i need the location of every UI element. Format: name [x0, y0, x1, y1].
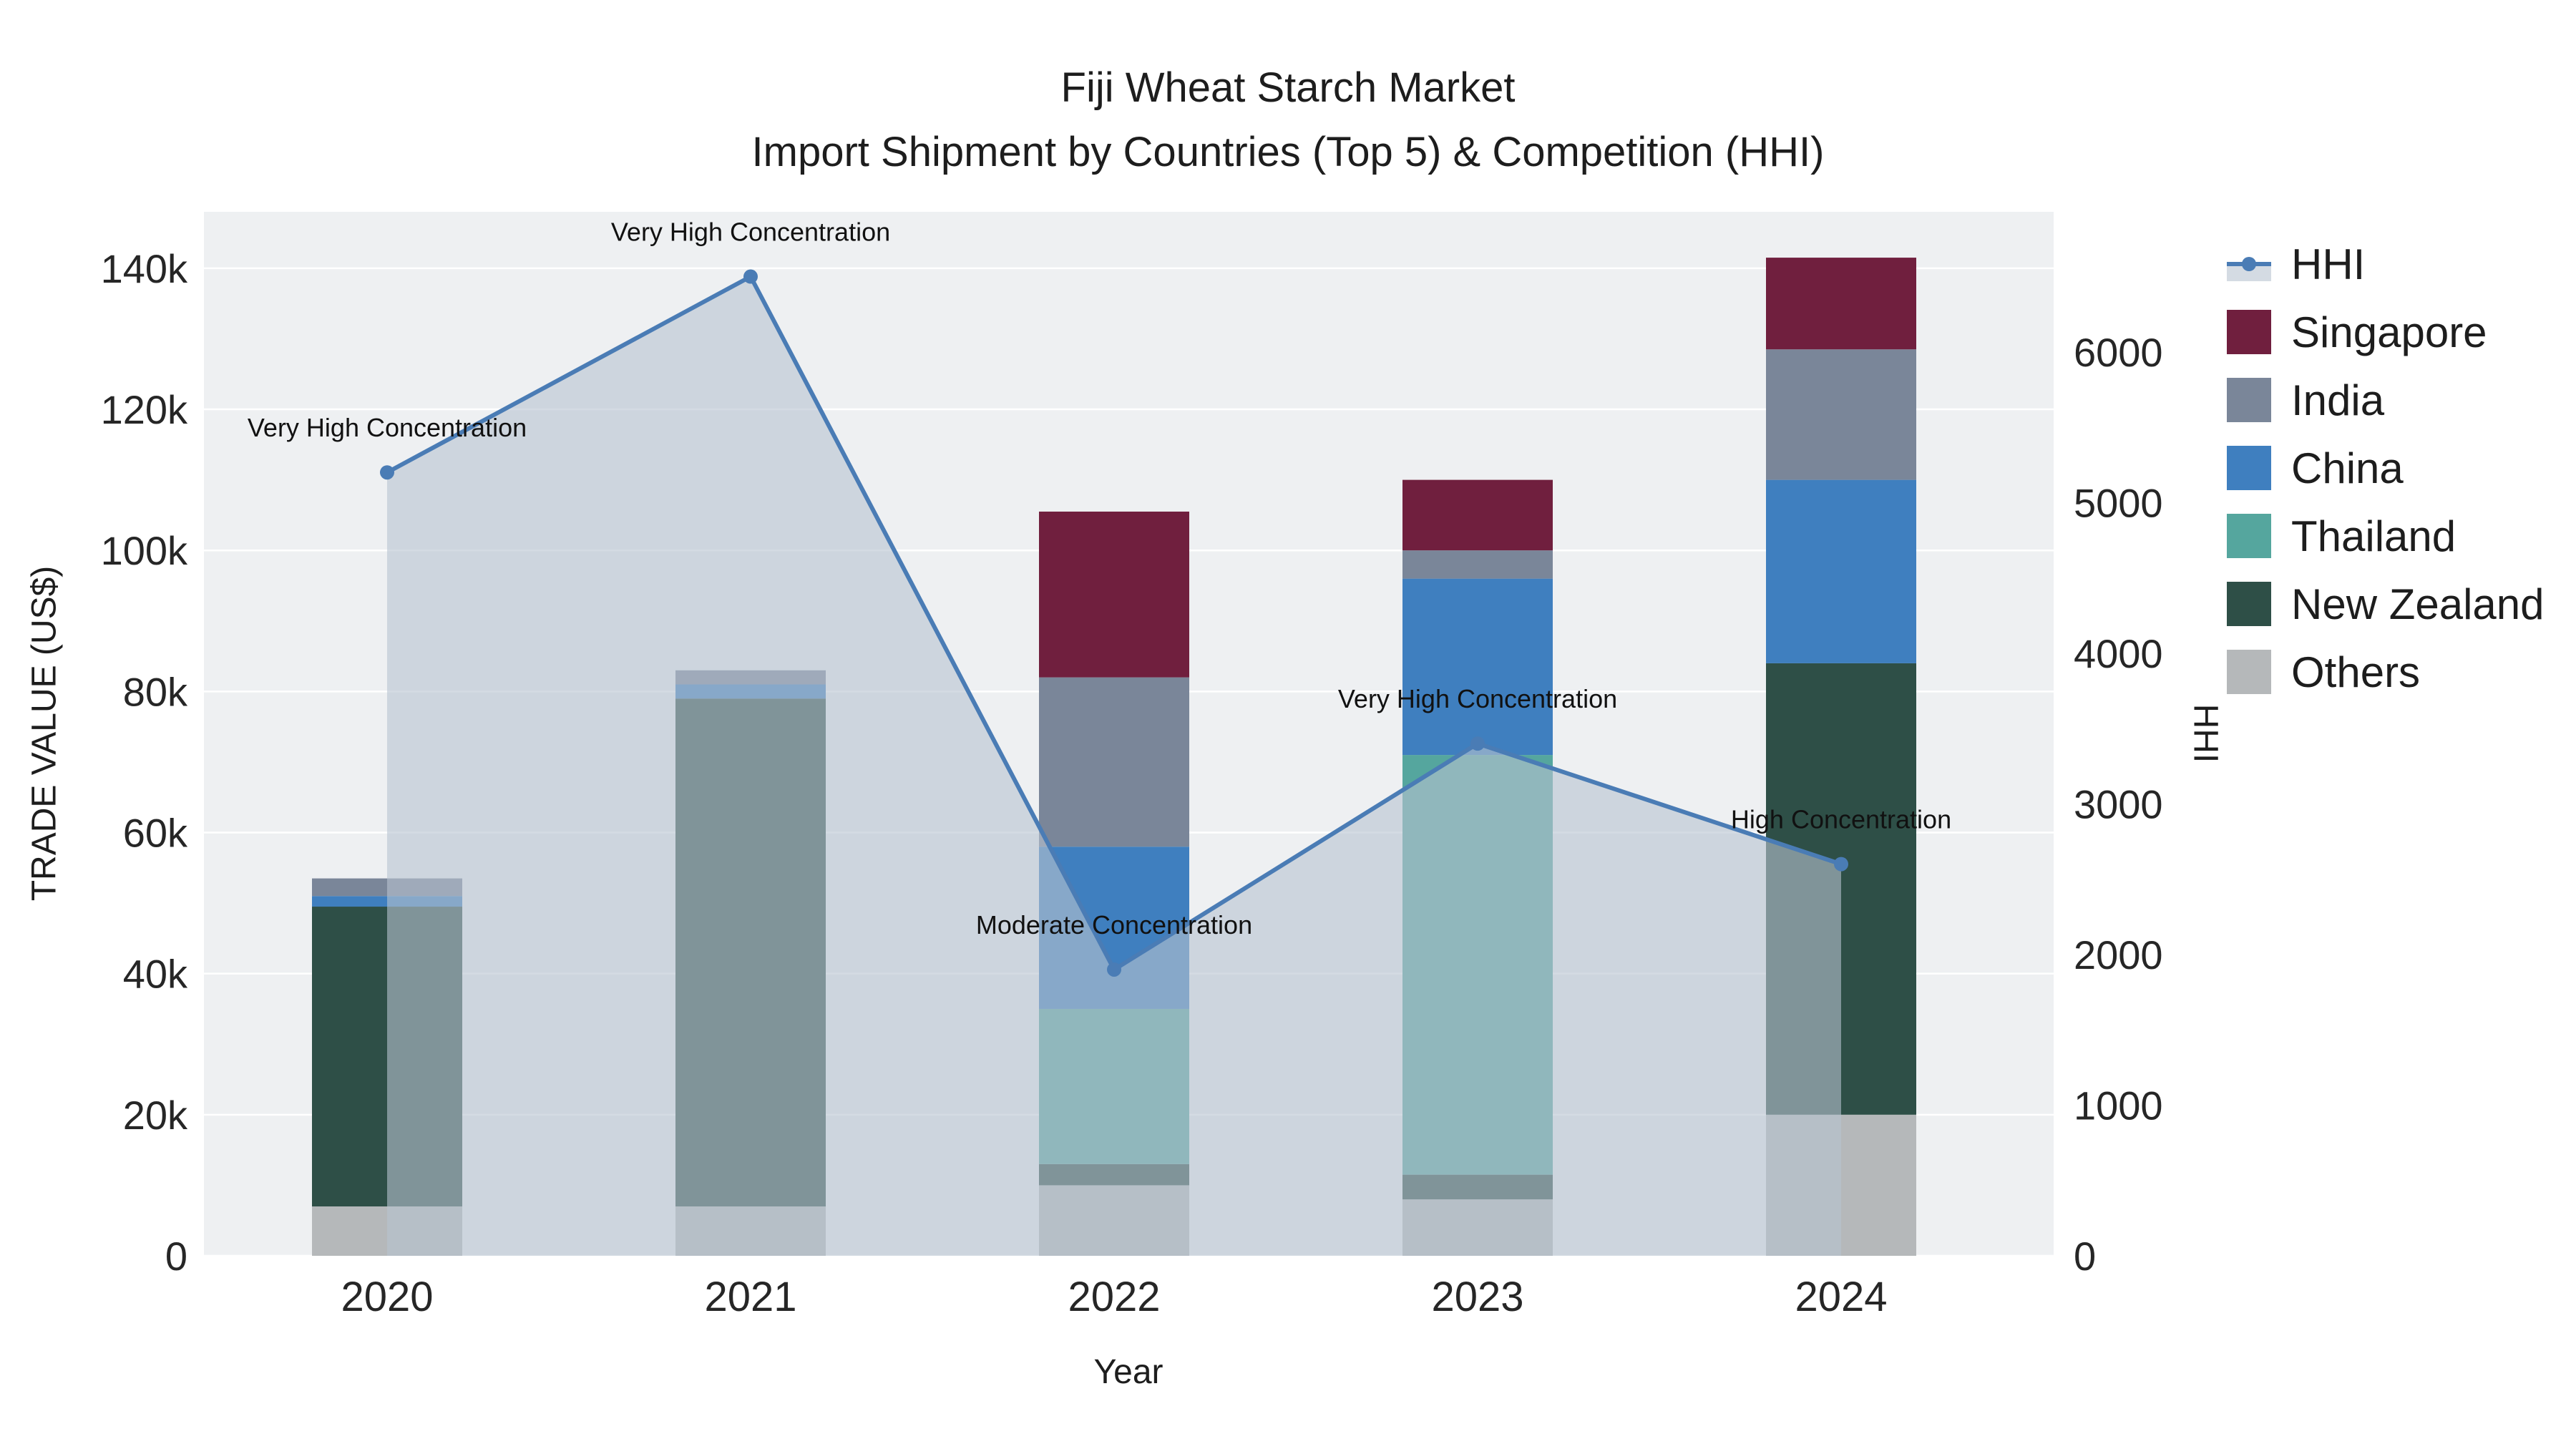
- legend-label: New Zealand: [2291, 580, 2545, 628]
- y-axis-left-title: TRADE VALUE (US$): [25, 565, 64, 902]
- legend-label: Others: [2291, 648, 2421, 696]
- y-left-tick-label: 60k: [123, 811, 188, 856]
- legend-color-swatch: [2227, 514, 2271, 558]
- legend-color-swatch: [2227, 378, 2271, 422]
- legend-label: China: [2291, 444, 2404, 492]
- bar-segment-india-2022: [1039, 677, 1189, 847]
- y-axis-right-title: HHI: [2186, 703, 2225, 763]
- hhi-marker-2021: [743, 269, 758, 284]
- chart-title: Fiji Wheat Starch Market Import Shipment…: [0, 56, 2576, 185]
- y-right-tick-label: 1000: [2074, 1083, 2163, 1128]
- x-tick-2021: 2021: [704, 1274, 796, 1320]
- y-right-tick-label: 5000: [2074, 480, 2163, 525]
- x-tick-2020: 2020: [341, 1274, 433, 1320]
- bar-segment-china-2023: [1402, 578, 1553, 756]
- y-right-tick-label: 0: [2074, 1234, 2096, 1279]
- legend: HHI Singapore India China Thailand New Zealan…: [2227, 240, 2545, 696]
- hhi-area-fill: [387, 276, 1841, 1257]
- y-left-tick-label: 120k: [101, 387, 188, 432]
- legend-item-others[interactable]: Others: [2227, 648, 2545, 696]
- hhi-marker-2024: [1834, 857, 1848, 872]
- legend-item-china[interactable]: China: [2227, 444, 2545, 492]
- legend-label: India: [2291, 376, 2385, 424]
- y-left-tick-label: 140k: [101, 246, 188, 291]
- bar-segment-china-2024: [1766, 479, 1916, 663]
- legend-item-hhi[interactable]: HHI: [2227, 240, 2545, 288]
- annotation-2021: Very High Concentration: [611, 218, 890, 247]
- hhi-marker-2023: [1470, 736, 1485, 751]
- x-tick-2024: 2024: [1795, 1274, 1887, 1320]
- x-tick-2023: 2023: [1431, 1274, 1523, 1320]
- legend-color-swatch: [2227, 650, 2271, 694]
- bar-segment-india-2024: [1766, 349, 1916, 480]
- y-right-tick-label: 4000: [2074, 631, 2163, 676]
- bar-segment-singapore-2024: [1766, 258, 1916, 350]
- annotation-2023: Very High Concentration: [1338, 684, 1617, 713]
- bar-segment-india-2023: [1402, 550, 1553, 579]
- chart-title-line1: Fiji Wheat Starch Market: [1060, 64, 1516, 111]
- annotation-2020: Very High Concentration: [248, 413, 527, 442]
- legend-label: Thailand: [2291, 512, 2457, 560]
- legend-color-swatch: [2227, 582, 2271, 626]
- x-tick-2022: 2022: [1068, 1274, 1160, 1320]
- bar-segment-singapore-2022: [1039, 511, 1189, 678]
- y-left-tick-label: 20k: [123, 1093, 188, 1138]
- legend-label: Singapore: [2291, 308, 2487, 356]
- annotation-2022: Moderate Concentration: [976, 910, 1252, 940]
- legend-item-singapore[interactable]: Singapore: [2227, 308, 2545, 356]
- legend-hhi-line-icon: [2227, 242, 2271, 286]
- hhi-marker-2022: [1107, 962, 1121, 977]
- y-left-tick-label: 80k: [123, 669, 188, 714]
- x-axis-title: Year: [1093, 1353, 1163, 1391]
- y-right-tick-label: 6000: [2074, 330, 2163, 375]
- legend-item-thailand[interactable]: Thailand: [2227, 512, 2545, 560]
- y-right-tick-label: 2000: [2074, 932, 2163, 977]
- y-left-tick-label: 0: [165, 1234, 187, 1279]
- hhi-marker-2020: [380, 465, 394, 480]
- bar-segment-singapore-2023: [1402, 479, 1553, 551]
- legend-item-new-zealand[interactable]: New Zealand: [2227, 580, 2545, 628]
- legend-label: HHI: [2291, 240, 2366, 288]
- y-left-tick-label: 100k: [101, 528, 188, 573]
- legend-color-swatch: [2227, 446, 2271, 490]
- legend-color-swatch: [2227, 310, 2271, 354]
- y-left-tick-label: 40k: [123, 952, 188, 997]
- chart-title-line2: Import Shipment by Countries (Top 5) & C…: [751, 129, 1825, 175]
- legend-item-india[interactable]: India: [2227, 376, 2545, 424]
- annotation-2024: High Concentration: [1731, 805, 1951, 834]
- y-right-tick-label: 3000: [2074, 781, 2163, 826]
